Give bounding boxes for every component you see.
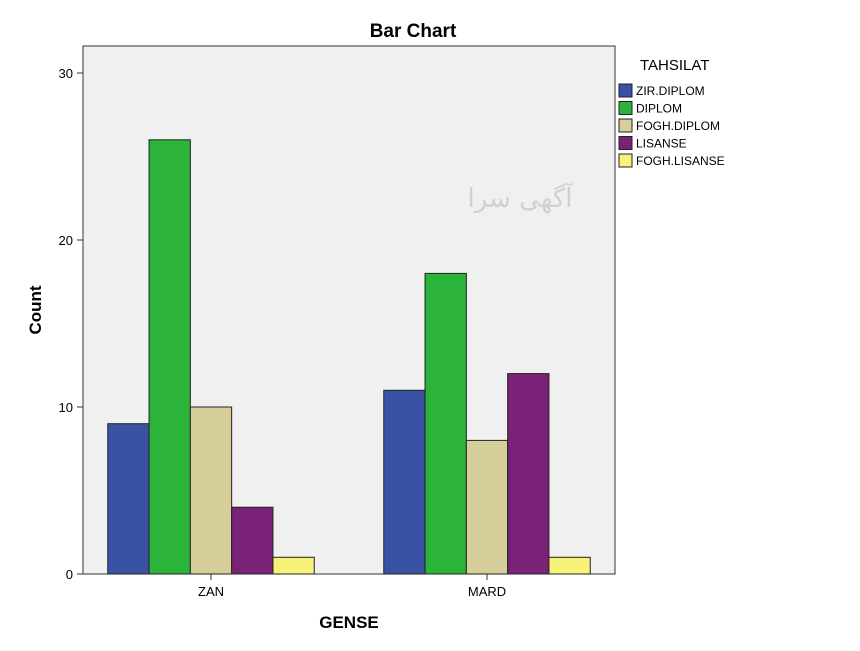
x-tick-label-mard: MARD bbox=[468, 584, 506, 599]
legend-swatch-zir-diplom bbox=[618, 83, 633, 98]
bar-zir-diplom-zan bbox=[107, 423, 150, 575]
legend-label-fogh-lisanse: FOGH.LISANSE bbox=[636, 154, 725, 168]
bar-zir-diplom-mard bbox=[383, 389, 426, 575]
watermark-text: آگهی سرا bbox=[468, 182, 575, 214]
bar-fogh-lisanse-mard bbox=[548, 556, 591, 575]
legend-label-lisanse: LISANSE bbox=[636, 137, 687, 151]
legend-swatch-fogh-lisanse bbox=[618, 153, 633, 168]
bar-diplom-mard bbox=[424, 272, 467, 575]
bar-lisanse-mard bbox=[507, 373, 550, 575]
x-tick-label-zan: ZAN bbox=[198, 584, 224, 599]
bars-group bbox=[107, 139, 591, 575]
legend-label-fogh-diplom: FOGH.DIPLOM bbox=[636, 119, 720, 133]
x-axis-label: GENSE bbox=[319, 613, 379, 632]
chart-title: Bar Chart bbox=[370, 21, 457, 42]
x-axis: ZAN MARD bbox=[198, 574, 506, 599]
legend-swatch-diplom bbox=[618, 101, 633, 115]
bar-fogh-diplom-zan bbox=[189, 406, 233, 575]
bar-lisanse-zan bbox=[231, 506, 274, 575]
bar-diplom-zan bbox=[148, 139, 191, 575]
bar-fogh-diplom-mard bbox=[465, 439, 509, 575]
legend-label-zir-diplom: ZIR.DIPLOM bbox=[636, 84, 705, 98]
y-tick-label: 30 bbox=[59, 66, 73, 81]
y-tick-label: 0 bbox=[66, 567, 73, 582]
legend-label-diplom: DIPLOM bbox=[636, 102, 682, 116]
legend: TAHSILAT ZIR.DIPLOM DIPLOM FOGH.DIPLOM LISA… bbox=[618, 57, 725, 168]
y-tick-label: 20 bbox=[59, 233, 73, 248]
legend-title: TAHSILAT bbox=[640, 57, 709, 74]
y-axis: 0 10 20 30 bbox=[59, 66, 83, 582]
y-axis-label: Count bbox=[26, 285, 45, 334]
bar-fogh-lisanse-zan bbox=[272, 556, 315, 575]
legend-swatch-lisanse bbox=[618, 136, 633, 150]
legend-swatch-fogh-diplom bbox=[618, 118, 633, 133]
y-tick-label: 10 bbox=[59, 400, 73, 415]
